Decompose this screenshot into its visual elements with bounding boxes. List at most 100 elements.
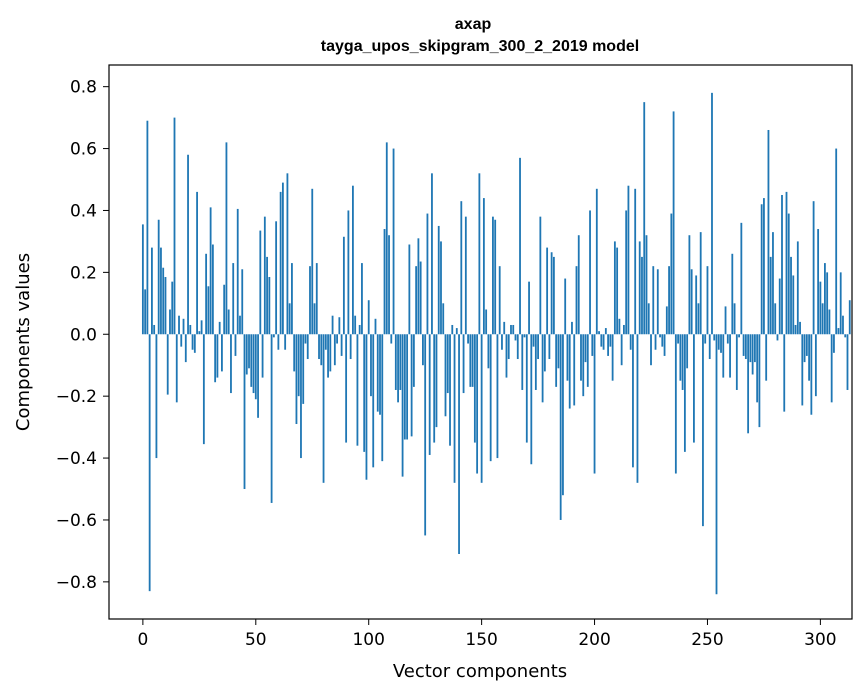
- bar-101: [370, 334, 372, 397]
- bar-33: [216, 334, 219, 378]
- bar-40: [232, 263, 235, 335]
- bar-36: [223, 284, 226, 335]
- bar-5: [153, 324, 156, 335]
- y-tick-label: −0.2: [56, 387, 97, 407]
- bar-217: [632, 334, 634, 468]
- bar-205: [604, 328, 607, 335]
- bar-136: [449, 334, 451, 446]
- x-tick-label: 250: [691, 630, 723, 650]
- bar-311: [844, 334, 847, 338]
- bar-248: [702, 334, 704, 527]
- bar-298: [814, 334, 817, 397]
- bar-92: [349, 334, 352, 360]
- bar-206: [607, 334, 609, 356]
- bar-157: [496, 334, 499, 459]
- bar-59: [275, 221, 278, 335]
- bar-22: [191, 334, 194, 350]
- y-tick-label: 0.6: [70, 140, 97, 160]
- bar-114: [399, 334, 402, 390]
- bar-77: [315, 263, 318, 335]
- bar-94: [354, 315, 357, 335]
- bar-35: [221, 334, 223, 372]
- bar-13: [171, 281, 174, 335]
- bar-52: [259, 230, 262, 335]
- bar-251: [708, 334, 711, 360]
- bar-151: [482, 198, 485, 335]
- bar-106: [381, 334, 384, 462]
- bar-156: [494, 219, 497, 335]
- bar-257: [722, 334, 725, 378]
- bar-87: [338, 317, 341, 335]
- bar-38: [227, 309, 230, 335]
- bar-283: [781, 194, 783, 335]
- bar-16: [178, 315, 180, 335]
- bar-187: [564, 278, 567, 335]
- plot-frame: [108, 64, 853, 620]
- bar-192: [575, 266, 578, 335]
- bar-285: [785, 191, 788, 335]
- bar-177: [541, 334, 544, 403]
- bar-274: [760, 204, 763, 335]
- bar-267: [744, 334, 747, 360]
- bar-292: [801, 334, 804, 406]
- bar-29: [207, 286, 210, 335]
- bar-68: [295, 334, 298, 425]
- bar-282: [778, 278, 781, 335]
- bar-169: [523, 334, 526, 338]
- bar-97: [361, 263, 363, 335]
- bar-8: [160, 247, 162, 335]
- bar-55: [266, 256, 268, 335]
- bar-127: [428, 334, 431, 455]
- y-axis-label: Components values: [13, 253, 34, 431]
- bar-240: [683, 334, 686, 452]
- bar-301: [821, 303, 824, 335]
- bar-153: [487, 334, 490, 369]
- x-tick-label: 0: [137, 630, 148, 650]
- bar-63: [284, 334, 287, 350]
- bar-96: [358, 324, 361, 335]
- bar-164: [512, 324, 515, 335]
- bar-79: [320, 334, 323, 366]
- bar-0: [141, 224, 144, 335]
- bar-88: [340, 334, 343, 356]
- bar-139: [455, 328, 458, 335]
- bar-2: [146, 120, 149, 335]
- x-tick-label: 50: [245, 630, 267, 650]
- bar-191: [573, 334, 576, 406]
- bar-281: [776, 334, 779, 341]
- bar-173: [532, 334, 535, 347]
- bar-277: [767, 129, 770, 335]
- bar-186: [562, 334, 564, 496]
- bar-168: [521, 334, 524, 390]
- bar-237: [677, 334, 680, 344]
- bar-239: [681, 334, 684, 390]
- bar-256: [720, 334, 722, 353]
- chart-subtitle: tayga_upos_skipgram_300_2_2019 model: [321, 38, 639, 55]
- bar-67: [293, 334, 296, 372]
- bar-126: [426, 213, 429, 335]
- bar-32: [214, 334, 217, 383]
- bar-297: [812, 201, 815, 335]
- bar-216: [629, 334, 632, 350]
- bar-255: [717, 334, 720, 350]
- bar-122: [417, 238, 420, 335]
- bar-234: [670, 213, 673, 335]
- bar-89: [342, 236, 345, 335]
- bar-210: [616, 247, 619, 335]
- bar-202: [598, 331, 600, 335]
- bar-246: [697, 303, 700, 335]
- bar-252: [711, 92, 713, 335]
- bar-3: [148, 334, 151, 592]
- bar-264: [738, 334, 740, 338]
- bar-179: [546, 247, 549, 335]
- bar-78: [318, 334, 320, 360]
- bar-90: [345, 334, 348, 443]
- bar-46: [245, 334, 248, 375]
- bar-265: [740, 222, 743, 335]
- bar-254: [715, 334, 718, 595]
- bar-307: [835, 148, 838, 335]
- bar-41: [234, 334, 237, 356]
- bar-309: [839, 272, 842, 335]
- bar-146: [471, 334, 474, 387]
- bar-271: [753, 334, 756, 363]
